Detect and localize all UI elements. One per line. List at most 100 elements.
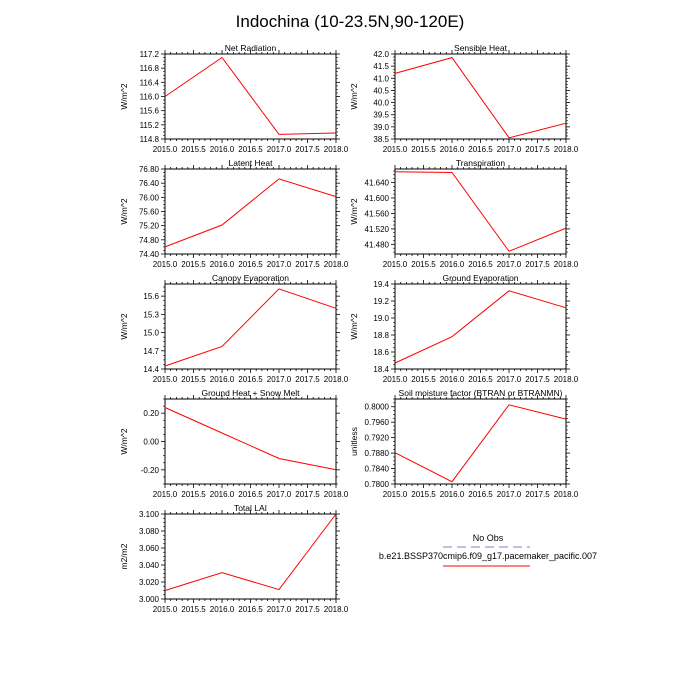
series-line <box>164 178 337 248</box>
panel-ground-evaporation: Ground Evaporation 2015.0 2015.5 2016.0 2016… <box>349 273 579 384</box>
y-tick-label: 39.0 <box>373 123 389 132</box>
y-tick-label: 0.7800 <box>365 480 390 489</box>
panel-title: Sensible Heat <box>454 43 508 53</box>
plot-frame <box>164 168 337 255</box>
series-line <box>164 513 337 591</box>
x-tick-label: 2016.0 <box>210 375 235 384</box>
x-tick-label: 2015.0 <box>153 260 178 269</box>
y-tick-label: 0.7840 <box>365 465 390 474</box>
y-tick-label: 18.4 <box>373 365 389 374</box>
x-tick-label: 2017.5 <box>295 145 320 154</box>
x-tick-label: 2018.0 <box>324 260 349 269</box>
y-tick-label: 3.040 <box>139 561 160 570</box>
y-tick-label: 41.600 <box>365 194 390 203</box>
panel-latent-heat: Latent Heat 2015.0 2015.5 2016.0 2016.5 2017.… <box>119 158 349 269</box>
x-tick-label: 2018.0 <box>554 490 579 499</box>
y-tick-label: 3.020 <box>139 578 160 587</box>
panel-soil-moisture-factor-btran-or-btranmn: Soil moisture factor (BTRAN or BTRANMN) 2… <box>349 388 579 499</box>
y-axis-label: W/m^2 <box>349 83 359 109</box>
x-tick-label: 2015.0 <box>383 260 408 269</box>
series-line <box>164 407 337 471</box>
y-tick-label: 75.60 <box>139 208 160 217</box>
y-axis-label: W/m^2 <box>119 428 129 454</box>
x-tick-label: 2015.0 <box>383 490 408 499</box>
x-tick-label: 2015.0 <box>383 375 408 384</box>
x-tick-label: 2015.0 <box>153 490 178 499</box>
x-tick-label: 2017.0 <box>267 260 292 269</box>
x-tick-label: 2015.5 <box>181 145 206 154</box>
x-tick-label: 2017.0 <box>267 375 292 384</box>
panel-title: Transpiration <box>456 158 506 168</box>
y-tick-label: 19.4 <box>373 280 389 289</box>
panel-title: Total LAI <box>234 503 267 513</box>
y-tick-label: 41.0 <box>373 74 389 83</box>
y-tick-label: 0.8000 <box>365 403 390 412</box>
x-tick-label: 2017.0 <box>497 490 522 499</box>
x-tick-label: 2017.5 <box>295 375 320 384</box>
legend-label-no-obs: No Obs <box>473 533 504 543</box>
panel-net-radiation: Net Radiation 2015.0 2015.5 2016.0 2016.5 201… <box>119 43 349 154</box>
x-tick-label: 2016.0 <box>440 145 465 154</box>
x-tick-label: 2016.0 <box>440 490 465 499</box>
y-tick-label: 74.80 <box>139 236 160 245</box>
x-tick-label: 2017.5 <box>295 490 320 499</box>
x-tick-label: 2015.5 <box>411 375 436 384</box>
y-tick-label: 76.40 <box>139 179 160 188</box>
y-tick-label: 116.4 <box>140 78 160 87</box>
x-tick-label: 2015.0 <box>383 145 408 154</box>
x-tick-label: 2015.5 <box>181 260 206 269</box>
y-tick-label: 38.5 <box>373 135 389 144</box>
series-line <box>394 57 567 139</box>
series-line <box>164 56 337 135</box>
y-tick-label: 75.20 <box>139 222 160 231</box>
x-tick-label: 2016.5 <box>238 260 263 269</box>
x-tick-label: 2018.0 <box>324 490 349 499</box>
x-tick-label: 2018.0 <box>554 375 579 384</box>
y-tick-label: 0.7920 <box>365 434 390 443</box>
plot-frame <box>164 398 337 485</box>
x-tick-label: 2017.5 <box>525 490 550 499</box>
y-tick-label: 3.080 <box>139 527 160 536</box>
y-tick-label: 19.0 <box>373 314 389 323</box>
legend: No Obs b.e21.BSSP370cmip6.f09_g17.pacema… <box>379 533 597 567</box>
x-tick-label: 2016.5 <box>238 145 263 154</box>
x-tick-label: 2016.0 <box>210 145 235 154</box>
panel-title: Latent Heat <box>229 158 274 168</box>
x-tick-label: 2017.0 <box>497 145 522 154</box>
y-tick-label: 42.0 <box>373 50 389 59</box>
x-tick-label: 2016.0 <box>210 605 235 614</box>
y-tick-label: 3.000 <box>139 595 160 604</box>
y-axis-label: W/m^2 <box>119 313 129 339</box>
x-tick-label: 2016.5 <box>468 490 493 499</box>
x-tick-label: 2015.0 <box>153 145 178 154</box>
panel-title: Net Radiation <box>225 43 277 53</box>
x-tick-label: 2015.5 <box>411 260 436 269</box>
x-tick-label: 2016.0 <box>210 490 235 499</box>
y-tick-label: 40.5 <box>373 86 389 95</box>
x-tick-label: 2016.0 <box>210 260 235 269</box>
panel-title: Soil moisture factor (BTRAN or BTRANMN) <box>399 388 563 398</box>
y-axis-label: W/m^2 <box>349 198 359 224</box>
x-tick-label: 2015.5 <box>411 490 436 499</box>
x-tick-label: 2015.0 <box>153 375 178 384</box>
y-tick-label: 14.4 <box>143 365 159 374</box>
series-line <box>394 171 567 252</box>
x-tick-label: 2016.5 <box>468 375 493 384</box>
y-tick-label: 74.40 <box>139 250 160 259</box>
x-tick-label: 2017.5 <box>295 605 320 614</box>
x-tick-label: 2016.5 <box>468 145 493 154</box>
x-tick-label: 2017.0 <box>497 375 522 384</box>
y-tick-label: 3.100 <box>139 510 160 519</box>
y-tick-label: 116.8 <box>140 64 160 73</box>
y-tick-label: 40.0 <box>373 99 389 108</box>
plot-frame <box>394 283 567 370</box>
panel-ground-heat-snow-melt: Ground Heat + Snow Melt 2015.0 2015.5 2016.… <box>119 388 349 499</box>
series-line <box>394 290 567 364</box>
y-tick-label: 0.7880 <box>365 449 390 458</box>
y-tick-label: 41.640 <box>365 179 390 188</box>
y-tick-label: 0.00 <box>143 438 159 447</box>
x-tick-label: 2016.5 <box>238 605 263 614</box>
x-tick-label: 2016.5 <box>238 375 263 384</box>
x-tick-label: 2017.0 <box>267 490 292 499</box>
